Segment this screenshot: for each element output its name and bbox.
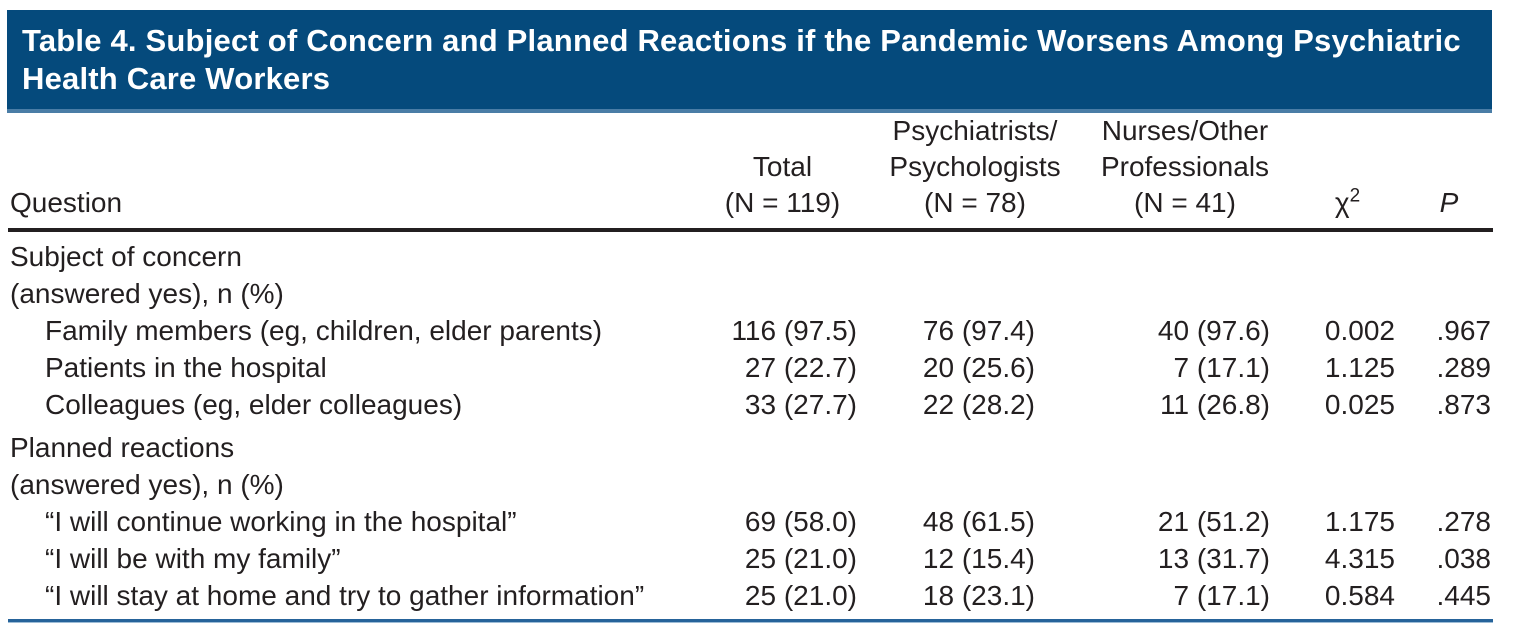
chi-symbol: χ — [1334, 187, 1350, 218]
section-label-cell: Planned reactions (answered yes), n (%) — [8, 423, 695, 503]
total-cell: 25 (21.0) — [744, 580, 857, 611]
p-value-cell: .445 — [1436, 580, 1492, 611]
section-header-row: Planned reactions (answered yes), n (%) — [8, 423, 1493, 503]
question-cell: Family members (eg, children, elder pare… — [45, 315, 603, 346]
column-header-p-value: P — [1405, 113, 1493, 232]
header-line: Psychologists — [889, 151, 1061, 182]
table-container: Question Total (N = 119) Psychiatrists/ … — [8, 113, 1493, 623]
header-line: (N = 41) — [1134, 187, 1236, 218]
empty-cell — [695, 423, 1493, 503]
table-row: Colleagues (eg, elder colleagues) 33 (27… — [8, 386, 1493, 423]
header-row: Question Total (N = 119) Psychiatrists/ … — [8, 113, 1493, 232]
column-header-total: Total (N = 119) — [695, 113, 870, 232]
header-line: (N = 78) — [924, 187, 1026, 218]
header-line: (N = 119) — [724, 187, 841, 218]
header-line: Total — [752, 151, 813, 182]
psychiatrists-cell: 48 (61.5) — [922, 506, 1035, 537]
table-row: “I will continue working in the hospital… — [8, 503, 1493, 540]
psychiatrists-cell: 76 (97.4) — [922, 315, 1035, 346]
section-header-row: Subject of concern (answered yes), n (%) — [8, 230, 1493, 312]
question-cell: Colleagues (eg, elder colleagues) — [45, 389, 463, 420]
header-line: Professionals — [1100, 151, 1270, 182]
chi-square-cell: 4.315 — [1324, 543, 1395, 574]
chi-superscript: 2 — [1349, 185, 1361, 207]
nurses-cell: 21 (51.2) — [1157, 506, 1270, 537]
question-cell: “I will be with my family” — [45, 543, 341, 574]
table-row: Family members (eg, children, elder pare… — [8, 312, 1493, 349]
section-label-line: Subject of concern — [10, 241, 242, 272]
p-value-cell: .967 — [1436, 315, 1492, 346]
chi-square-cell: 1.175 — [1324, 506, 1395, 537]
header-line: Nurses/Other — [1101, 115, 1269, 146]
psychiatrists-cell: 18 (23.1) — [922, 580, 1035, 611]
empty-cell — [695, 230, 1493, 312]
data-table: Question Total (N = 119) Psychiatrists/ … — [8, 113, 1493, 614]
nurses-cell: 7 (17.1) — [1173, 352, 1271, 383]
section-label-line: (answered yes), n (%) — [10, 278, 284, 309]
total-cell: 27 (22.7) — [744, 352, 857, 383]
header-line: Psychiatrists/ — [892, 115, 1058, 146]
section-label-line: (answered yes), n (%) — [10, 469, 284, 500]
question-cell: “I will continue working in the hospital… — [45, 506, 517, 537]
table-title: Table 4. Subject of Concern and Planned … — [22, 23, 1461, 96]
question-cell: Patients in the hospital — [45, 352, 327, 383]
nurses-cell: 7 (17.1) — [1173, 580, 1271, 611]
nurses-cell: 40 (97.6) — [1157, 315, 1270, 346]
table-row: “I will be with my family” 25 (21.0) 12 … — [8, 540, 1493, 577]
chi-square-cell: 0.584 — [1324, 580, 1395, 611]
table-title-bar: Table 4. Subject of Concern and Planned … — [7, 10, 1492, 113]
column-header-nurses: Nurses/Other Professionals (N = 41) — [1080, 113, 1290, 232]
table-body: Subject of concern (answered yes), n (%)… — [8, 230, 1493, 614]
chi-square-cell: 0.002 — [1324, 315, 1395, 346]
column-header-psychiatrists: Psychiatrists/ Psychologists (N = 78) — [870, 113, 1080, 232]
bottom-rule — [8, 619, 1493, 623]
section-label-cell: Subject of concern (answered yes), n (%) — [8, 230, 695, 312]
table-row: “I will stay at home and try to gather i… — [8, 577, 1493, 614]
table-header: Question Total (N = 119) Psychiatrists/ … — [8, 113, 1493, 232]
p-value-cell: .873 — [1436, 389, 1492, 420]
total-cell: 69 (58.0) — [744, 506, 857, 537]
psychiatrists-cell: 12 (15.4) — [922, 543, 1035, 574]
p-value-cell: .289 — [1436, 352, 1492, 383]
section-label-line: Planned reactions — [10, 432, 235, 463]
p-value-cell: .038 — [1436, 543, 1492, 574]
question-cell: “I will stay at home and try to gather i… — [45, 580, 645, 611]
psychiatrists-cell: 20 (25.6) — [922, 352, 1035, 383]
column-header-question: Question — [8, 113, 695, 232]
chi-square-cell: 0.025 — [1324, 389, 1395, 420]
table-row: Patients in the hospital 27 (22.7) 20 (2… — [8, 349, 1493, 386]
total-cell: 116 (97.5) — [731, 315, 857, 346]
column-header-chi-square: χ2 — [1290, 113, 1405, 232]
psychiatrists-cell: 22 (28.2) — [922, 389, 1035, 420]
nurses-cell: 13 (31.7) — [1157, 543, 1270, 574]
p-value-cell: .278 — [1436, 506, 1492, 537]
chi-square-cell: 1.125 — [1324, 352, 1395, 383]
total-cell: 33 (27.7) — [744, 389, 857, 420]
nurses-cell: 11 (26.8) — [1160, 389, 1270, 420]
total-cell: 25 (21.0) — [744, 543, 857, 574]
